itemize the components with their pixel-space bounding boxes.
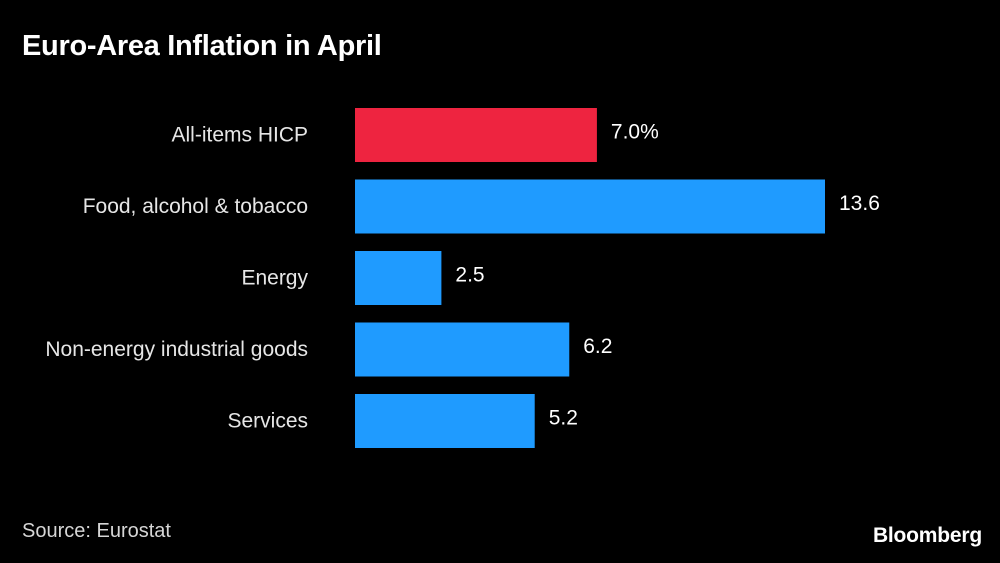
bar-all-items-hicp bbox=[355, 108, 597, 162]
source-note: Source: Eurostat bbox=[22, 520, 171, 542]
category-label-non-energy-industrial-goods: Non-energy industrial goods bbox=[45, 338, 308, 361]
category-label-food-alcohol-and-tobacco: Food, alcohol & tobacco bbox=[83, 195, 308, 218]
bar-non-energy-industrial-goods bbox=[355, 322, 570, 377]
bloomberg-logo: Bloomberg bbox=[872, 524, 982, 547]
chart-title: Euro-Area Inflation in April bbox=[22, 30, 382, 62]
value-label-energy: 2.5 bbox=[455, 264, 484, 287]
value-label-all-items-hicp: 7.0% bbox=[611, 121, 659, 144]
bar-food-alcohol-and-tobacco bbox=[355, 179, 825, 234]
category-label-all-items-hicp: All-items HICP bbox=[171, 124, 308, 147]
category-label-energy: Energy bbox=[241, 267, 308, 290]
category-label-services: Services bbox=[227, 410, 308, 433]
value-label-services: 5.2 bbox=[549, 407, 578, 430]
bar-services bbox=[355, 394, 535, 448]
value-label-food-alcohol-and-tobacco: 13.6 bbox=[839, 192, 880, 215]
value-label-non-energy-industrial-goods: 6.2 bbox=[583, 335, 612, 358]
bar-energy bbox=[355, 251, 442, 305]
